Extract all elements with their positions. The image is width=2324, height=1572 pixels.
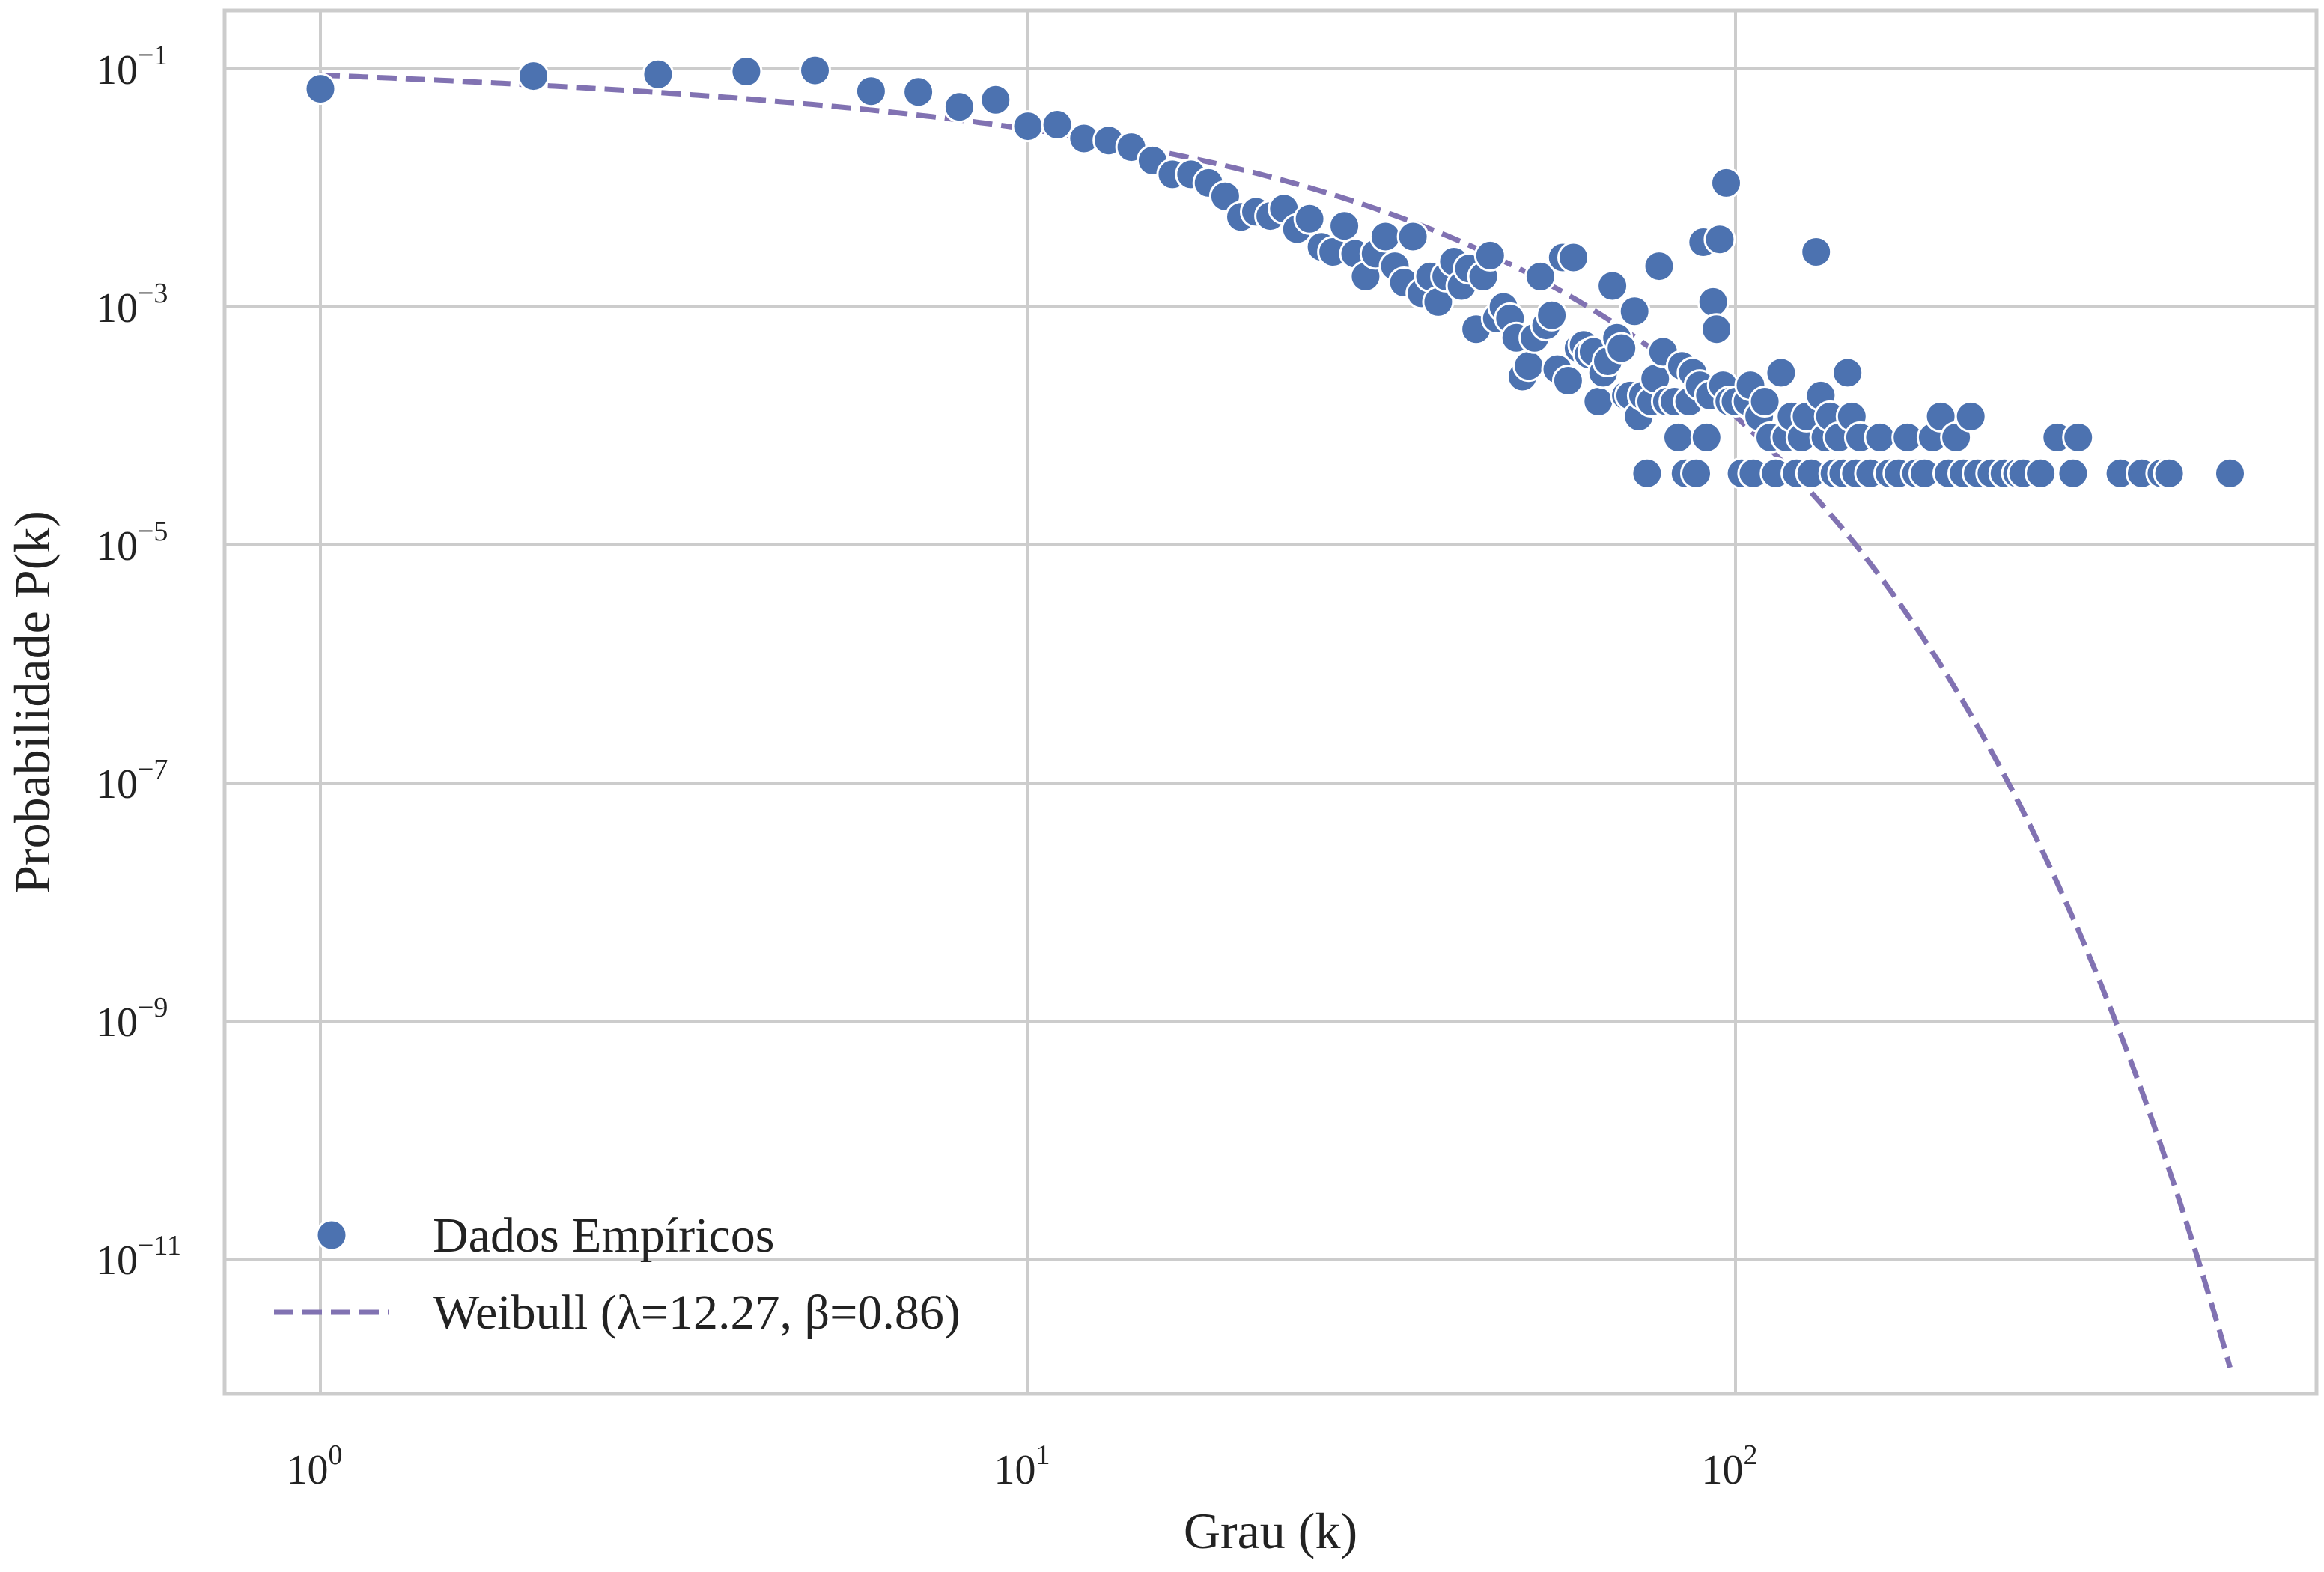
- data-point: [1582, 386, 1615, 418]
- data-point: [1631, 457, 1664, 490]
- y-axis-label: Probabilidade P(k): [4, 511, 61, 894]
- plot-background: [225, 10, 2317, 1394]
- weibull-fit-line: [320, 72, 2233, 1368]
- fit-layer: [320, 72, 2233, 1368]
- data-point: [902, 76, 935, 109]
- data-point: [979, 83, 1012, 116]
- x-tick-labels: 100 101 102: [287, 1440, 1758, 1493]
- data-point: [304, 73, 337, 106]
- y-tick-label: 10−3: [96, 278, 168, 332]
- data-point: [1662, 421, 1694, 454]
- data-point: [1536, 299, 1569, 332]
- points-layer: [304, 54, 2246, 490]
- data-point: [1700, 313, 1733, 346]
- x-tick-label: 100: [287, 1440, 343, 1493]
- data-point: [1293, 202, 1326, 235]
- data-point: [2025, 457, 2057, 490]
- data-point: [1328, 210, 1361, 243]
- data-point: [1954, 400, 1987, 433]
- data-point: [730, 55, 763, 88]
- legend-label-scatter: Dados Empíricos: [433, 1208, 774, 1263]
- data-point: [1369, 220, 1402, 253]
- data-point: [1680, 457, 1712, 490]
- data-point: [1618, 295, 1651, 328]
- data-point: [1512, 350, 1545, 383]
- data-point: [1596, 269, 1629, 302]
- data-point: [1710, 166, 1742, 199]
- data-point: [1041, 109, 1074, 141]
- y-tick-label: 10−1: [96, 40, 168, 94]
- data-point: [1765, 356, 1798, 389]
- y-tick-label: 10−7: [96, 754, 168, 808]
- legend: Dados Empíricos Weibull (λ=12.27, β=0.86…: [274, 1208, 961, 1340]
- legend-marker-scatter: [315, 1219, 348, 1252]
- data-point: [1864, 421, 1896, 454]
- plot-frame: [222, 8, 2319, 1396]
- data-point: [1800, 236, 1833, 268]
- data-point: [799, 54, 831, 87]
- data-point: [1551, 365, 1584, 397]
- data-point: [517, 60, 550, 93]
- data-point: [1697, 285, 1730, 318]
- data-point: [2062, 421, 2095, 454]
- data-point: [1557, 241, 1590, 274]
- x-tick-label: 101: [994, 1440, 1050, 1493]
- data-point: [854, 75, 887, 108]
- data-point: [1396, 220, 1429, 253]
- data-point: [1748, 386, 1781, 418]
- x-tick-label: 102: [1702, 1440, 1758, 1493]
- y-tick-label: 10−11: [96, 1230, 181, 1284]
- data-point: [1524, 260, 1557, 293]
- y-tick-label: 10−9: [96, 992, 168, 1046]
- data-point: [1643, 250, 1676, 283]
- data-point: [642, 58, 675, 91]
- data-point: [2214, 457, 2246, 490]
- data-point: [2057, 457, 2090, 490]
- legend-label-fit: Weibull (λ=12.27, β=0.86): [433, 1285, 961, 1340]
- data-point: [1690, 421, 1723, 454]
- y-tick-label: 10−5: [96, 516, 168, 570]
- data-point: [943, 91, 976, 124]
- y-tick-labels: 10−1 10−3 10−5 10−7 10−9 10−11: [96, 40, 181, 1284]
- data-point: [2153, 457, 2185, 490]
- data-point: [1473, 239, 1506, 272]
- data-point: [1703, 223, 1736, 256]
- x-axis-label: Grau (k): [1184, 1502, 1357, 1559]
- data-point: [1831, 356, 1864, 389]
- data-point: [1012, 110, 1044, 143]
- data-point: [1605, 332, 1638, 365]
